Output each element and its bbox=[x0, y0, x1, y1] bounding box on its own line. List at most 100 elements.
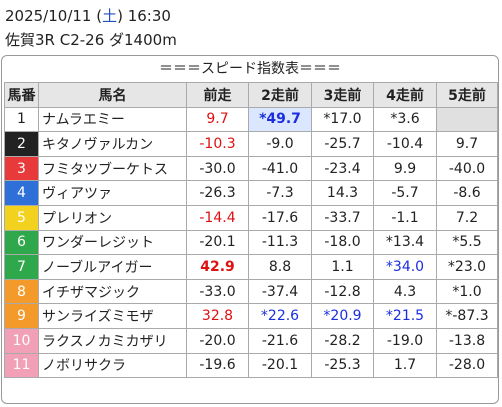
horse-number: 10 bbox=[4, 327, 39, 354]
speed-index: *3.6 bbox=[373, 106, 437, 133]
speed-index: *13.4 bbox=[373, 229, 437, 256]
horse-row: 8 イチザマジック -33.0 -37.4 -12.8 4.3 *1.0 bbox=[4, 278, 498, 305]
speed-index: -28.0 bbox=[436, 352, 498, 379]
speed-index: -25.7 bbox=[311, 131, 374, 157]
speed-index: 8.8 bbox=[248, 254, 312, 280]
speed-index: -25.3 bbox=[311, 352, 374, 379]
speed-index: -1.1 bbox=[373, 204, 437, 231]
horse-row: 3 フミタツブーケトス -30.0 -41.0 -23.4 9.9 -40.0 bbox=[4, 155, 498, 182]
speed-index: *-87.3 bbox=[436, 303, 498, 329]
horse-row: 9 サンライズミモザ 32.8 *22.6 *20.9 *21.5 *-87.3 bbox=[4, 303, 498, 329]
horse-name: サンライズミモザ bbox=[38, 303, 187, 329]
horse-number: 9 bbox=[4, 303, 39, 329]
horse-name: プレリオン bbox=[38, 204, 187, 231]
speed-index: 4.3 bbox=[373, 278, 437, 305]
speed-index: -9.0 bbox=[248, 131, 312, 157]
horse-number: 6 bbox=[4, 229, 39, 256]
column-header: 5走前 bbox=[436, 82, 498, 108]
horse-name: ヴィアツァ bbox=[38, 180, 187, 206]
horse-number: 2 bbox=[4, 131, 39, 157]
speed-index: *17.0 bbox=[311, 106, 374, 133]
speed-index: -28.2 bbox=[311, 327, 374, 354]
speed-index: -40.0 bbox=[436, 155, 498, 182]
speed-index: -12.8 bbox=[311, 278, 374, 305]
date-line: 2025/10/11 (土) 16:30 bbox=[5, 6, 171, 26]
time: ) 16:30 bbox=[117, 7, 171, 25]
horse-number: 4 bbox=[4, 180, 39, 206]
horse-row: 1 ナムラエミー 9.7 *49.7 *17.0 *3.6 bbox=[4, 106, 498, 133]
speed-index: *21.5 bbox=[373, 303, 437, 329]
horse-row: 6 ワンダーレジット -20.1 -11.3 -18.0 *13.4 *5.5 bbox=[4, 229, 498, 256]
column-header: 4走前 bbox=[373, 82, 437, 108]
horse-name: フミタツブーケトス bbox=[38, 155, 187, 182]
horse-name: ナムラエミー bbox=[38, 106, 187, 133]
speed-index: *20.9 bbox=[311, 303, 374, 329]
speed-index: -20.0 bbox=[186, 327, 249, 354]
speed-index: -33.0 bbox=[186, 278, 249, 305]
speed-index: -20.1 bbox=[248, 352, 312, 379]
speed-index: -41.0 bbox=[248, 155, 312, 182]
speed-index: -19.6 bbox=[186, 352, 249, 379]
speed-index: 14.3 bbox=[311, 180, 374, 206]
speed-index: 32.8 bbox=[186, 303, 249, 329]
horse-row: 10 ラクスノカミカザリ -20.0 -21.6 -28.2 -19.0 -13.8 bbox=[4, 327, 498, 354]
column-header: 馬番 bbox=[4, 82, 39, 108]
speed-index: -13.8 bbox=[436, 327, 498, 354]
table-title: ＝＝＝スピード指数表＝＝＝ bbox=[159, 61, 341, 77]
speed-index bbox=[436, 106, 498, 133]
speed-index: 9.7 bbox=[436, 131, 498, 157]
speed-index: -19.0 bbox=[373, 327, 437, 354]
header-row: 馬番 馬名 前走 2走前 3走前 4走前 5走前 bbox=[4, 82, 498, 108]
speed-index: *23.0 bbox=[436, 254, 498, 280]
column-header: 3走前 bbox=[311, 82, 374, 108]
speed-index: -5.7 bbox=[373, 180, 437, 206]
horse-number: 3 bbox=[4, 155, 39, 182]
horse-name: ノーブルアイガー bbox=[38, 254, 187, 280]
speed-index: -14.4 bbox=[186, 204, 249, 231]
speed-index: -33.7 bbox=[311, 204, 374, 231]
speed-index: -30.0 bbox=[186, 155, 249, 182]
speed-index: 9.9 bbox=[373, 155, 437, 182]
race-info: 佐賀3R C2-26 ダ1400m bbox=[5, 31, 177, 49]
speed-index: *5.5 bbox=[436, 229, 498, 256]
speed-index: -11.3 bbox=[248, 229, 312, 256]
speed-index: -21.6 bbox=[248, 327, 312, 354]
date: 2025/10/11 ( bbox=[5, 7, 103, 25]
horse-number: 8 bbox=[4, 278, 39, 305]
speed-index: -10.3 bbox=[186, 131, 249, 157]
horse-name: キタノヴァルカン bbox=[38, 131, 187, 157]
speed-index: -8.6 bbox=[436, 180, 498, 206]
speed-index: 7.2 bbox=[436, 204, 498, 231]
column-header: 前走 bbox=[186, 82, 249, 108]
speed-index: *34.0 bbox=[373, 254, 437, 280]
horse-name: ラクスノカミカザリ bbox=[38, 327, 187, 354]
speed-table-box: ＝＝＝スピード指数表＝＝＝ 馬番 馬名 前走 2走前 3走前 4走前 5走前 1 ナムラエミー… bbox=[1, 55, 499, 404]
column-header: 2走前 bbox=[248, 82, 312, 108]
speed-index: 42.9 bbox=[186, 254, 249, 280]
speed-table: 馬番 馬名 前走 2走前 3走前 4走前 5走前 1 ナムラエミー 9.7 *49.7 *17.0 *… bbox=[4, 82, 498, 379]
horse-number: 5 bbox=[4, 204, 39, 231]
speed-index: -18.0 bbox=[311, 229, 374, 256]
speed-index: 1.7 bbox=[373, 352, 437, 379]
speed-index: *22.6 bbox=[248, 303, 312, 329]
weekday: 土 bbox=[102, 7, 118, 25]
speed-index: -20.1 bbox=[186, 229, 249, 256]
horse-number: 11 bbox=[4, 352, 39, 379]
horse-name: イチザマジック bbox=[38, 278, 187, 305]
horse-row: 4 ヴィアツァ -26.3 -7.3 14.3 -5.7 -8.6 bbox=[4, 180, 498, 206]
speed-index: -7.3 bbox=[248, 180, 312, 206]
speed-index: -37.4 bbox=[248, 278, 312, 305]
column-header: 馬名 bbox=[38, 82, 187, 108]
speed-index: *1.0 bbox=[436, 278, 498, 305]
horse-number: 1 bbox=[4, 106, 39, 133]
speed-index: *49.7 bbox=[248, 106, 312, 133]
speed-index: -10.4 bbox=[373, 131, 437, 157]
speed-index: 9.7 bbox=[186, 106, 249, 133]
horse-row: 2 キタノヴァルカン -10.3 -9.0 -25.7 -10.4 9.7 bbox=[4, 131, 498, 157]
horse-name: ワンダーレジット bbox=[38, 229, 187, 256]
speed-index: -17.6 bbox=[248, 204, 312, 231]
horse-number: 7 bbox=[4, 254, 39, 280]
horse-row: 7 ノーブルアイガー 42.9 8.8 1.1 *34.0 *23.0 bbox=[4, 254, 498, 280]
speed-index: -23.4 bbox=[311, 155, 374, 182]
